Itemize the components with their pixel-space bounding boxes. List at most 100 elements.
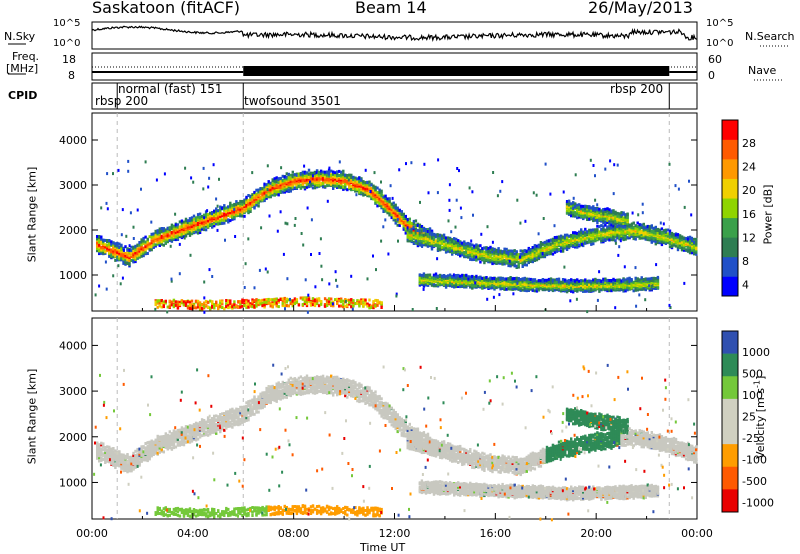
power-echo-cell: [531, 278, 534, 282]
power-echo-cell: [100, 237, 103, 241]
power-echo-cell: [150, 235, 153, 239]
power-echo-cell: [352, 304, 355, 308]
power-echo-cell: [332, 187, 335, 190]
power-echo-cell: [305, 171, 309, 175]
power-echo-cell: [513, 285, 516, 288]
power-echo-cell: [267, 301, 270, 305]
power-echo-cell: [245, 200, 248, 204]
power-echo-cell: [285, 297, 288, 301]
power-echo-cell: [567, 288, 571, 292]
power-echo-cell: [370, 183, 373, 187]
power-echo-cell: [400, 221, 403, 225]
power-echo-cell: [557, 280, 561, 284]
power-echo-cell: [584, 227, 587, 231]
power-echo-cell: [200, 217, 204, 220]
power-echo-cell: [586, 279, 589, 283]
power-echo-cell: [586, 209, 589, 213]
power-echo-cell: [350, 180, 353, 184]
power-echo-cell: [215, 303, 218, 307]
power-echo-cell: [217, 222, 220, 226]
power-echo-cell: [602, 228, 605, 232]
power-echo-cell: [247, 302, 250, 306]
power-echo-cell: [338, 304, 341, 308]
power-echo-cell: [392, 215, 395, 219]
power-echo-cell: [164, 228, 167, 232]
power-echo-cell: [444, 248, 448, 252]
power-echo-cell: [545, 247, 549, 251]
power-echo-cell: [588, 279, 591, 283]
power-echo-cell: [102, 246, 105, 250]
power-echo-cell: [98, 252, 101, 256]
power-echo-cell: [559, 234, 563, 238]
power-echo-cell: [420, 228, 424, 231]
power-echo-cell: [196, 303, 200, 307]
power-echo-cell: [126, 250, 129, 254]
power-echo-cell: [612, 224, 615, 228]
power-echo-cell: [200, 224, 204, 228]
noise-tick-top-right: 10^5: [706, 18, 734, 29]
power-echo-cell: [412, 222, 416, 226]
power-echo-cell: [471, 279, 474, 283]
power-echo-cell: [432, 244, 436, 248]
power-echo-cell: [503, 262, 506, 266]
cpid-label: CPID: [8, 89, 38, 102]
power-echo-cell: [600, 215, 603, 219]
power-echo-cell: [424, 229, 428, 233]
power-echo-cell: [517, 283, 520, 286]
power-echo-cell: [438, 244, 442, 247]
power-echo-cell: [327, 181, 331, 185]
power-echo-cell: [576, 245, 579, 249]
power-echo-cell: [221, 212, 224, 216]
power-echo-cell: [461, 280, 464, 284]
power-echo-cell: [223, 208, 226, 212]
power-echo-cell: [574, 283, 577, 287]
power-echo-cell: [535, 244, 539, 248]
power-echo-cell: [330, 301, 333, 305]
power-echo-cell: [436, 274, 440, 278]
power-echo-cell: [366, 304, 369, 308]
power-echo-cell: [144, 250, 147, 254]
power-echo-cell: [156, 305, 159, 309]
power-echo-cell: [489, 254, 492, 258]
power-echo-cell: [213, 213, 216, 217]
power-echo-cell: [386, 197, 389, 201]
power-echo-cell: [186, 300, 190, 304]
power-echo-cell: [336, 170, 339, 174]
power-echo-cell: [574, 233, 577, 237]
power-echo-cell: [219, 219, 222, 223]
power-echo-cell: [406, 239, 409, 243]
power-echo-cell: [503, 259, 506, 262]
power-echo-cell: [132, 259, 135, 263]
power-echo-cell: [190, 307, 194, 311]
power-echo-cell: [574, 287, 577, 291]
power-echo-cell: [384, 206, 387, 210]
power-echo-cell: [245, 195, 248, 199]
power-echo-cell: [108, 239, 111, 242]
power-echo-cell: [323, 178, 327, 182]
power-echo-cell: [574, 279, 577, 283]
power-echo-cell: [503, 280, 506, 284]
power-echo-cell: [610, 210, 613, 214]
power-echo-cell: [594, 277, 597, 281]
power-echo-cell: [209, 220, 212, 224]
power-echo-cell: [229, 299, 232, 303]
power-echo-cell: [348, 185, 351, 189]
power-echo-cell: [614, 228, 617, 232]
power-echo-cell: [523, 260, 526, 264]
power-echo-cell: [140, 254, 143, 258]
power-echo-cell: [539, 254, 543, 257]
power-echo-cell: [614, 235, 617, 238]
power-echo-cell: [604, 287, 607, 291]
power-echo-cell: [223, 218, 226, 222]
power-echo-cell: [225, 305, 228, 309]
power-echo-cell: [128, 248, 131, 252]
power-echo-cell: [293, 186, 297, 190]
power-echo-cell: [112, 246, 115, 250]
power-echo-cell: [382, 206, 385, 210]
power-echo-cell: [283, 296, 286, 300]
power-echo-cell: [565, 200, 569, 203]
power-echo-cell: [297, 172, 301, 176]
power-echo-cell: [106, 246, 109, 250]
power-echo-cell: [225, 210, 228, 213]
power-echo-cell: [134, 256, 137, 260]
